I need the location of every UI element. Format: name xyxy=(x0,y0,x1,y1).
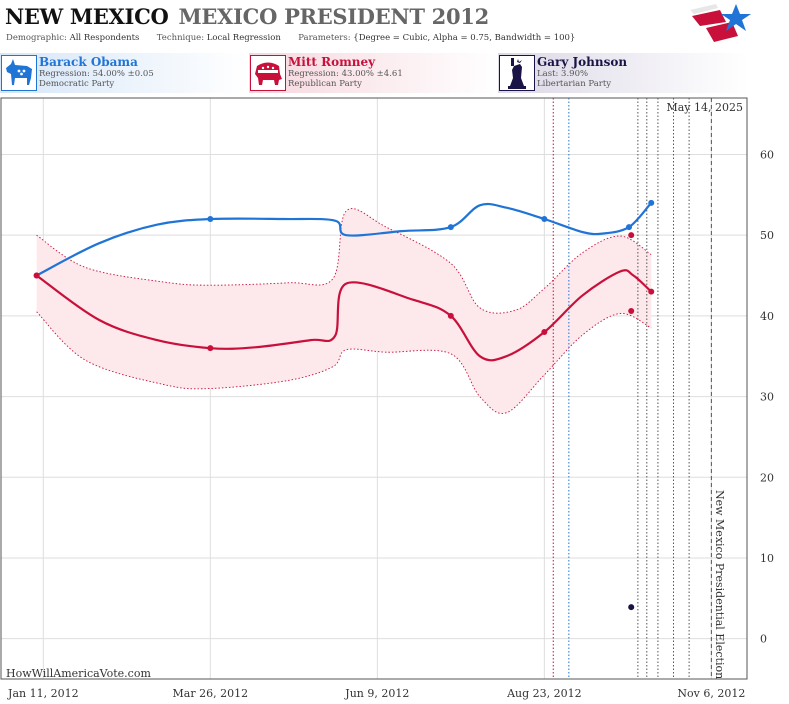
site-logo-icon xyxy=(690,4,751,42)
poll-point xyxy=(447,312,454,319)
y-tick-label: 20 xyxy=(760,471,774,484)
candidate-stat: Regression: 54.00% ±0.05 xyxy=(39,69,154,79)
series-line xyxy=(35,201,653,277)
candidate-stat: Last: 3.90% xyxy=(537,69,589,79)
candidate-name: Gary Johnson xyxy=(537,55,628,69)
poll-point xyxy=(628,232,635,239)
x-tick-label: Jan 11, 2012 xyxy=(7,687,79,700)
statue-of-liberty-icon xyxy=(499,55,535,91)
y-tick-label: 50 xyxy=(760,229,774,242)
demographic-label: Demographic: xyxy=(6,33,67,43)
y-tick-label: 40 xyxy=(760,310,774,323)
technique-label: Technique: xyxy=(156,33,205,43)
donkey-icon xyxy=(1,55,37,91)
x-tick-label: Jun 9, 2012 xyxy=(344,687,409,700)
y-tick-label: 10 xyxy=(760,552,774,565)
poll-point xyxy=(628,604,635,611)
demographic-value: All Respondents xyxy=(69,33,140,43)
model-parameters: Demographic: All Respondents Technique: … xyxy=(6,33,575,43)
page-title: NEW MEXICO MEXICO PRESIDENT 2012 xyxy=(5,4,489,29)
poll-point xyxy=(33,272,40,279)
vertical-markers xyxy=(552,98,712,679)
chart-header: NEW MEXICO MEXICO PRESIDENT 2012 Demograp… xyxy=(0,0,789,50)
poll-point xyxy=(447,224,454,231)
candidate-stat: Regression: 43.00% ±4.61 xyxy=(288,69,403,79)
x-tick-label: Aug 23, 2012 xyxy=(506,687,582,700)
poll-point xyxy=(648,288,655,295)
series-line xyxy=(35,269,653,362)
parameters-value: {Degree = Cubic, Alpha = 0.75, Bandwidth… xyxy=(353,33,576,43)
as-of-date-label: May 14, 2025 xyxy=(666,101,743,114)
plot-frame xyxy=(0,97,748,680)
poll-point xyxy=(207,216,214,223)
candidate-party: Democratic Party xyxy=(39,79,115,89)
race-title: MEXICO PRESIDENT 2012 xyxy=(178,4,489,29)
poll-point xyxy=(628,308,635,315)
x-tick-label: Mar 26, 2012 xyxy=(173,687,249,700)
poll-points xyxy=(33,199,655,611)
candidate-name: Barack Obama xyxy=(39,55,138,69)
poll-point xyxy=(541,329,548,336)
confidence-band-upper xyxy=(36,208,652,314)
gridlines xyxy=(1,98,747,679)
series-lines xyxy=(35,201,653,362)
x-axis-ticks: Jan 11, 2012 Mar 26, 2012 Jun 9, 2012 Aug 2… xyxy=(7,687,745,700)
candidate-card-obama: Barack Obama Regression: 54.00% ±0.05 De… xyxy=(0,53,248,93)
y-tick-label: 60 xyxy=(760,148,774,161)
state-title: NEW MEXICO xyxy=(5,4,169,29)
site-watermark: HowWillAmericaVote.com xyxy=(6,667,151,680)
candidate-party: Libertarian Party xyxy=(537,79,612,89)
poll-point xyxy=(648,199,655,206)
x-tick-label: Nov 6, 2012 xyxy=(677,687,745,700)
candidate-name: Mitt Romney xyxy=(288,55,376,69)
candidate-card-johnson: Gary Johnson Last: 3.90% Libertarian Par… xyxy=(498,53,748,93)
poll-point xyxy=(541,216,548,223)
candidate-card-romney: Mitt Romney Regression: 43.00% ±4.61 Rep… xyxy=(249,53,497,93)
parameters-label: Parameters: xyxy=(298,33,351,43)
poll-point xyxy=(625,224,632,231)
election-day-label: New Mexico Presidential Election xyxy=(713,490,726,679)
romney-confidence-band xyxy=(36,208,652,414)
candidate-legend: Barack Obama Regression: 54.00% ±0.05 De… xyxy=(0,53,789,95)
y-axis-ticks: 0 10 20 30 40 50 60 xyxy=(760,148,774,645)
elephant-icon xyxy=(250,55,286,91)
candidate-party: Republican Party xyxy=(288,79,362,89)
y-tick-label: 0 xyxy=(760,633,767,646)
poll-trend-chart: 0 10 20 30 40 50 60 Jan 11, 2012 Mar 26, 2012 Ju… xyxy=(0,97,774,700)
poll-point xyxy=(207,345,214,352)
y-tick-label: 30 xyxy=(760,391,774,404)
confidence-band-fill xyxy=(36,208,652,414)
technique-value: Local Regression xyxy=(206,33,281,43)
